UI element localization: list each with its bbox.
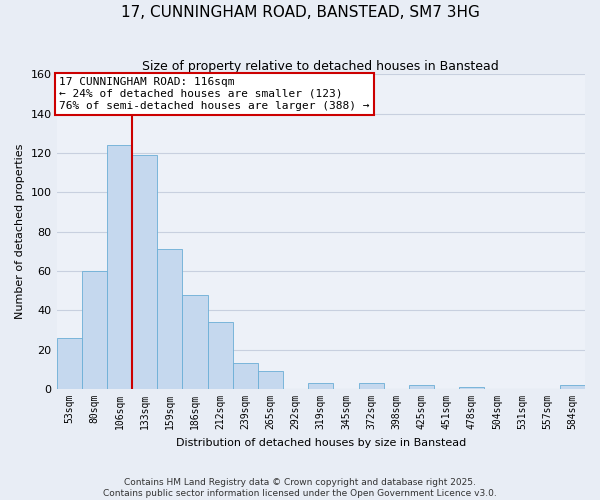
Bar <box>308 383 334 389</box>
Bar <box>182 294 208 389</box>
Bar <box>208 322 233 389</box>
Title: Size of property relative to detached houses in Banstead: Size of property relative to detached ho… <box>142 60 499 73</box>
Bar <box>233 364 258 389</box>
Bar <box>107 145 132 389</box>
Bar <box>560 385 585 389</box>
Text: Contains HM Land Registry data © Crown copyright and database right 2025.
Contai: Contains HM Land Registry data © Crown c… <box>103 478 497 498</box>
Bar <box>157 250 182 389</box>
Bar <box>409 385 434 389</box>
Bar <box>132 155 157 389</box>
Text: 17, CUNNINGHAM ROAD, BANSTEAD, SM7 3HG: 17, CUNNINGHAM ROAD, BANSTEAD, SM7 3HG <box>121 5 479 20</box>
Bar <box>56 338 82 389</box>
Y-axis label: Number of detached properties: Number of detached properties <box>15 144 25 320</box>
Bar <box>258 372 283 389</box>
Text: 17 CUNNINGHAM ROAD: 116sqm
← 24% of detached houses are smaller (123)
76% of sem: 17 CUNNINGHAM ROAD: 116sqm ← 24% of deta… <box>59 78 370 110</box>
Bar <box>459 387 484 389</box>
Bar <box>82 271 107 389</box>
Bar <box>359 383 383 389</box>
X-axis label: Distribution of detached houses by size in Banstead: Distribution of detached houses by size … <box>176 438 466 448</box>
